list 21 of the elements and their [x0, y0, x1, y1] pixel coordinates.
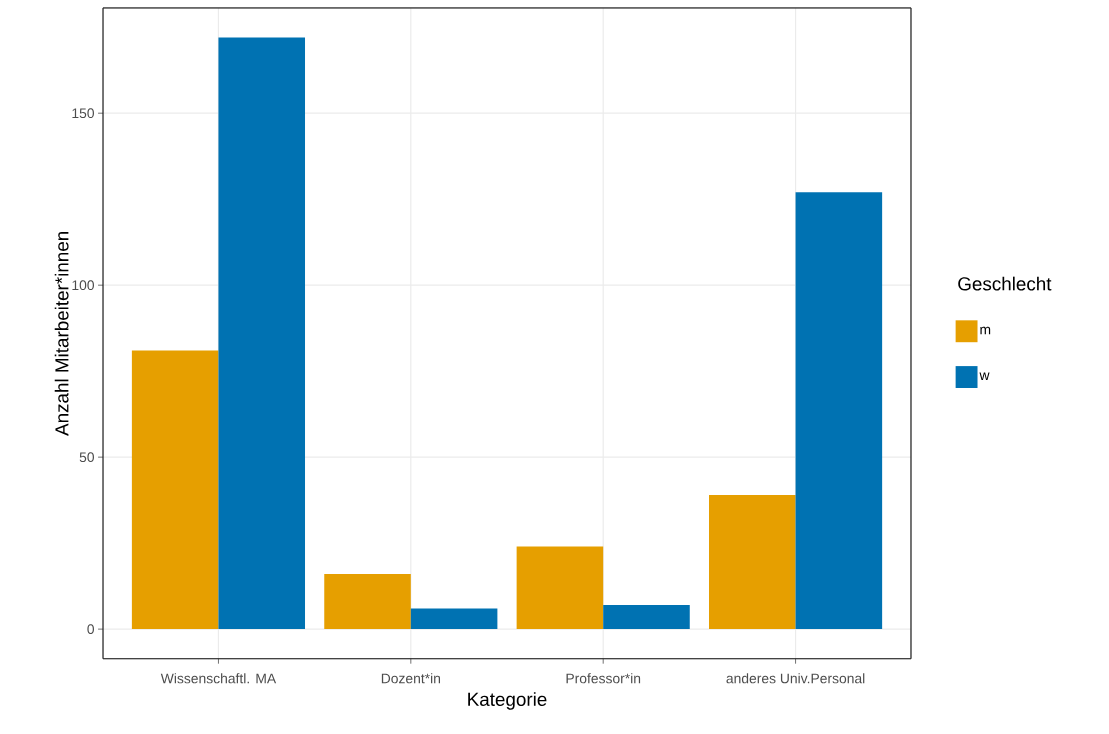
y-tick-label: 50 [79, 452, 95, 462]
y-tick-label: 150 [72, 108, 95, 118]
x-tick-label: Wissenschaftl. MA [160, 673, 277, 684]
legend-label: m [980, 326, 991, 335]
legend-title: Geschlecht [958, 276, 1052, 291]
bar [709, 494, 796, 629]
x-tick-label: Dozent*in [381, 673, 441, 684]
bar [516, 546, 604, 629]
bar [795, 192, 883, 629]
y-axis-title: Anzahl Mitarbeiter*innen [54, 231, 69, 436]
bar [218, 37, 306, 629]
bar [603, 604, 690, 629]
bar [410, 608, 498, 629]
x-tick-label: Professor*in [566, 673, 641, 684]
x-tick-label: anderes Univ.Personal [726, 673, 865, 684]
x-axis-title: Kategorie [468, 691, 547, 710]
legend-label: w [979, 372, 990, 380]
y-tick-label: 0 [87, 624, 95, 634]
bar [131, 350, 219, 629]
bar [324, 573, 411, 629]
y-tick-label: 100 [72, 280, 95, 290]
